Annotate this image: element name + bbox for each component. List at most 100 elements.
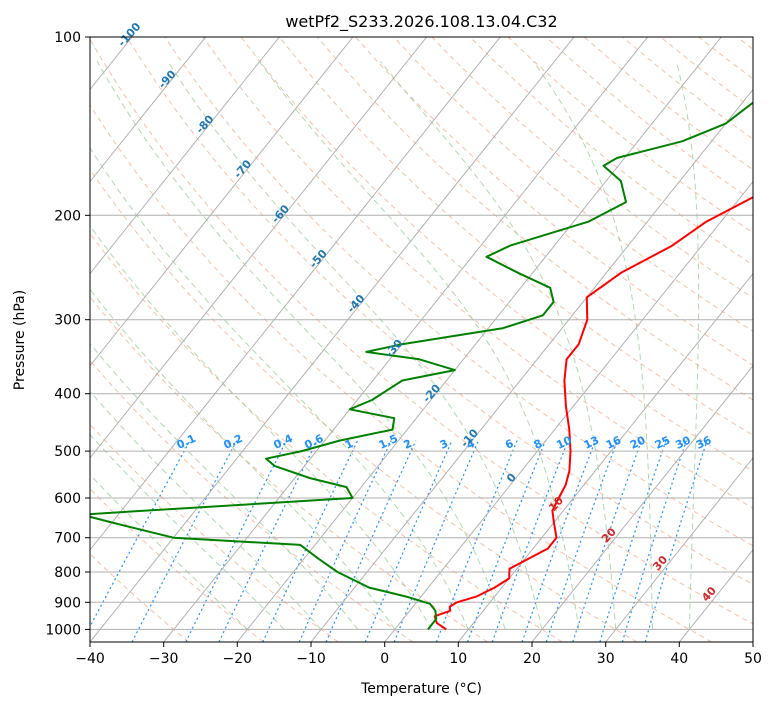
- x-tick-label: −30: [149, 651, 179, 667]
- mixing-ratio-line: [644, 440, 708, 642]
- isotherm-label: 0: [504, 471, 519, 486]
- isotherm-label: -50: [307, 247, 330, 271]
- dry-adiabat-line: [202, 37, 753, 509]
- mixing-ratio-label: 13: [582, 434, 601, 452]
- isotherm-label: -100: [115, 20, 143, 49]
- mixing-ratio-label: 20: [628, 433, 648, 451]
- mixing-ratio-label: 3: [438, 437, 450, 452]
- mixing-ratio-label: 0.1: [175, 432, 198, 452]
- mixing-ratio-line: [262, 440, 359, 642]
- mixing-ratio-label: 1.5: [377, 432, 400, 452]
- mixing-ratio-line: [364, 440, 453, 642]
- mixing-ratio-line: [90, 440, 191, 628]
- mixing-ratio-line: [521, 440, 596, 642]
- moist-adiabat-line: [533, 61, 653, 630]
- isotherm-line: [236, 37, 722, 642]
- isotherm-line: [90, 37, 280, 275]
- x-axis-label: Temperature (°C): [360, 681, 482, 697]
- chart-title: wetPf2_S233.2026.108.13.04.C32: [285, 12, 557, 32]
- mixing-ratio-label: 6: [503, 437, 516, 452]
- y-tick-label: 900: [54, 595, 81, 611]
- x-tick-label: −10: [296, 651, 326, 667]
- x-tick-label: 40: [670, 651, 688, 667]
- dry-adiabat-line: [90, 38, 753, 625]
- isotherm-line: [310, 88, 753, 642]
- dry-adiabat-line: [736, 37, 753, 50]
- dry-adiabat-line: [90, 104, 712, 642]
- y-tick-label: 600: [54, 491, 81, 507]
- moist-adiabat-line: [90, 433, 285, 630]
- dry-adiabat-line: [90, 423, 339, 642]
- mixing-ratio-line: [298, 440, 392, 642]
- moist-adiabat-line: [90, 342, 359, 630]
- x-tick-label: 10: [449, 651, 467, 667]
- mixing-ratio-line: [218, 440, 318, 642]
- dry-adiabat-line: [90, 232, 563, 642]
- mixing-ratio-line: [131, 440, 238, 642]
- x-tick-label: 30: [597, 651, 615, 667]
- dry-adiabat-line: [698, 37, 753, 80]
- dry-adiabat-line: [393, 37, 753, 332]
- mixing-ratio-label: 1: [343, 437, 355, 452]
- dry-adiabat-line: [90, 488, 264, 642]
- isotherm-label: -80: [194, 112, 217, 136]
- dry-adiabat-line: [278, 37, 753, 436]
- dewpoint-profile-line: [90, 101, 753, 631]
- isotherm-line: [90, 37, 354, 367]
- dry-adiabat-line: [90, 296, 488, 642]
- x-tick-label: 0: [380, 651, 389, 667]
- moist-adiabat-line: [90, 390, 322, 630]
- isotherm-line: [457, 272, 753, 642]
- mixing-ratio-label: 16: [604, 433, 624, 451]
- isotherm-label: -90: [156, 67, 179, 91]
- mixing-ratio-line: [466, 440, 547, 642]
- mixing-ratio-line: [621, 440, 687, 642]
- isotherm-line: [752, 641, 753, 642]
- mixing-ratio-label: 10: [554, 433, 574, 451]
- y-tick-label: 800: [54, 565, 81, 581]
- isotherm-line: [0, 37, 58, 642]
- dry-adiabat-line: [583, 37, 753, 171]
- y-tick-label: 100: [54, 30, 81, 46]
- isotherm-line: [531, 364, 753, 642]
- y-tick-label: 1000: [45, 622, 81, 638]
- mixing-ratio-line: [325, 440, 417, 642]
- mixing-ratio-label: 0.6: [302, 432, 325, 452]
- y-tick-label: 400: [54, 387, 81, 403]
- mixing-ratio-line: [599, 440, 667, 642]
- mixing-ratio-line: [491, 440, 569, 642]
- y-tick-label: 300: [54, 313, 81, 329]
- isotherm-line: [163, 37, 649, 642]
- x-tick-label: 50: [744, 651, 762, 667]
- temperature-profile-line: [433, 196, 753, 631]
- isotherm-line: [90, 37, 428, 459]
- mixing-ratio-line: [572, 440, 643, 642]
- isotherm-label: -10: [458, 426, 481, 450]
- isotherm-line: [605, 457, 753, 642]
- moist-adiabat-line: [380, 61, 617, 630]
- isotherm-line: [90, 37, 501, 551]
- dry-adiabat-line: [164, 37, 753, 547]
- moist-adiabat-line: [90, 473, 248, 630]
- y-tick-label: 200: [54, 208, 81, 224]
- mixing-ratio-line: [435, 440, 518, 642]
- isotherm-line: [90, 37, 575, 642]
- dry-adiabat-line: [90, 553, 190, 642]
- isotherm-label: -40: [345, 292, 368, 316]
- dry-adiabat-line: [355, 37, 753, 366]
- y-tick-label: 700: [54, 531, 81, 547]
- isotherm-label: -70: [231, 157, 254, 181]
- moist-adiabat-line: [90, 224, 432, 630]
- dry-adiabat-line: [317, 37, 753, 401]
- moist-adiabat-line: [96, 61, 506, 630]
- mixing-ratio-label: 30: [673, 433, 693, 451]
- x-tick-label: −40: [75, 651, 105, 667]
- isotherm-line: [90, 37, 207, 183]
- moist-adiabat-line: [258, 61, 580, 630]
- x-tick-label: −20: [223, 651, 253, 667]
- isotherm-line: [384, 180, 753, 642]
- isotherm-label: -60: [269, 202, 292, 226]
- dry-adiabat-line: [431, 37, 753, 299]
- mixing-ratio-line: [185, 440, 288, 642]
